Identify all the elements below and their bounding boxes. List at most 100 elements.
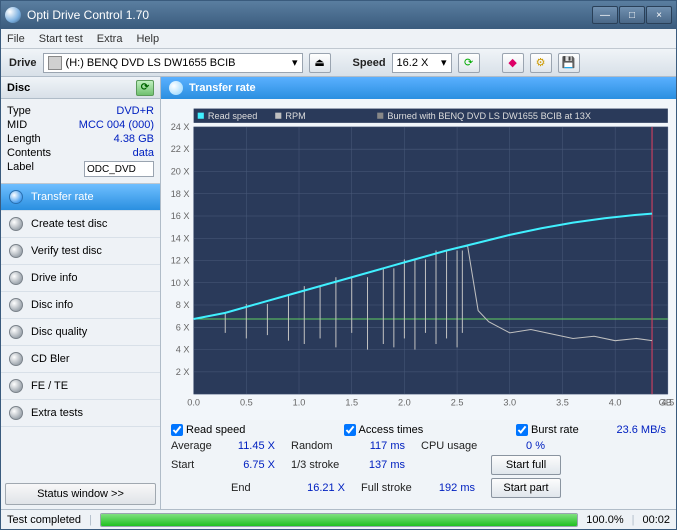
disc-refresh-button[interactable]: ⟳ — [136, 80, 154, 96]
stats-panel: Read speed Access times Burst rate 23.6 … — [161, 420, 676, 509]
nav-drive-info[interactable]: Drive info — [1, 265, 160, 292]
svg-text:2.5: 2.5 — [451, 397, 464, 407]
nav-label: Extra tests — [31, 407, 83, 419]
nav-icon — [9, 217, 23, 231]
svg-text:12 X: 12 X — [171, 256, 190, 266]
nav-icon — [9, 325, 23, 339]
nav-cd-bler[interactable]: CD Bler — [1, 346, 160, 373]
disc-header: Disc ⟳ — [1, 77, 160, 99]
elapsed-time: 00:02 — [642, 514, 670, 526]
stat-value: 11.45 X — [231, 440, 291, 452]
status-text: Test completed — [7, 514, 81, 526]
settings-button[interactable]: ⚙ — [530, 53, 552, 73]
nav-disc-quality[interactable]: Disc quality — [1, 319, 160, 346]
chart-title: Transfer rate — [189, 82, 256, 94]
start-part-button[interactable]: Start part — [491, 478, 561, 498]
nav-icon — [9, 379, 23, 393]
svg-text:4.0: 4.0 — [609, 397, 622, 407]
svg-text:24 X: 24 X — [171, 122, 190, 132]
nav-label: Create test disc — [31, 218, 107, 230]
nav-icon — [9, 406, 23, 420]
menubar: File Start test Extra Help — [1, 29, 676, 49]
app-window: Opti Drive Control 1.70 — □ × File Start… — [0, 0, 677, 530]
erase-button[interactable]: ◆ — [502, 53, 524, 73]
drive-label: Drive — [9, 57, 37, 69]
stat-label: 1/3 stroke — [291, 459, 361, 471]
disc-key: Contents — [7, 147, 51, 159]
maximize-button[interactable]: □ — [619, 6, 645, 24]
svg-text:GB: GB — [659, 397, 672, 407]
status-window-button[interactable]: Status window >> — [5, 483, 156, 505]
svg-text:2.0: 2.0 — [398, 397, 411, 407]
eject-button[interactable]: ⏏ — [309, 53, 331, 73]
disc-value: DVD+R — [116, 105, 154, 117]
refresh-button[interactable]: ⟳ — [458, 53, 480, 73]
toolbar: Drive (H:) BENQ DVD LS DW1655 BCIB ▾ ⏏ S… — [1, 49, 676, 77]
nav-icon — [9, 244, 23, 258]
drive-select[interactable]: (H:) BENQ DVD LS DW1655 BCIB ▾ — [43, 53, 303, 73]
svg-text:Read speed: Read speed — [208, 111, 257, 121]
content: Disc ⟳ TypeDVD+RMIDMCC 004 (000)Length4.… — [1, 77, 676, 509]
svg-text:0.5: 0.5 — [240, 397, 253, 407]
svg-text:20 X: 20 X — [171, 167, 190, 177]
nav-transfer-rate[interactable]: Transfer rate — [1, 184, 160, 211]
stat-label: CPU usage — [421, 440, 491, 452]
speed-label: Speed — [353, 57, 386, 69]
nav-label: FE / TE — [31, 380, 68, 392]
chart-area: 2 X4 X6 X8 X10 X12 X14 X16 X18 X20 X22 X… — [161, 99, 676, 420]
stat-label: End — [231, 482, 291, 494]
stat-value: 117 ms — [361, 440, 421, 452]
nav-extra-tests[interactable]: Extra tests — [1, 400, 160, 427]
nav-fe-te[interactable]: FE / TE — [1, 373, 160, 400]
nav-verify-test-disc[interactable]: Verify test disc — [1, 238, 160, 265]
stat-value: 16.21 X — [291, 482, 361, 494]
svg-text:2 X: 2 X — [176, 367, 190, 377]
chk-read-speed[interactable]: Read speed — [171, 424, 344, 436]
menu-file[interactable]: File — [7, 33, 25, 45]
svg-text:1.0: 1.0 — [293, 397, 306, 407]
nav-label: Disc info — [31, 299, 73, 311]
nav-icon — [9, 190, 23, 204]
svg-text:Burned with BENQ DVD LS DW1655: Burned with BENQ DVD LS DW1655 BCIB at 1… — [387, 111, 591, 121]
main-panel: Transfer rate 2 X4 X6 X8 X10 X12 X14 X16… — [161, 77, 676, 509]
menu-extra[interactable]: Extra — [97, 33, 123, 45]
sidebar: Disc ⟳ TypeDVD+RMIDMCC 004 (000)Length4.… — [1, 77, 161, 509]
svg-text:4 X: 4 X — [176, 345, 190, 355]
nav-icon — [9, 271, 23, 285]
nav-label: Drive info — [31, 272, 77, 284]
chk-access-times[interactable]: Access times — [344, 424, 517, 436]
disc-info: TypeDVD+RMIDMCC 004 (000)Length4.38 GBCo… — [1, 99, 160, 184]
save-button[interactable]: 💾 — [558, 53, 580, 73]
app-icon — [5, 7, 21, 23]
disc-label-input[interactable] — [84, 161, 154, 177]
chk-burst-rate[interactable]: Burst rate — [516, 424, 606, 436]
titlebar: Opti Drive Control 1.70 — □ × — [1, 1, 676, 29]
speed-select[interactable]: 16.2 X ▾ — [392, 53, 452, 73]
stat-label: Average — [171, 440, 231, 452]
drive-value: (H:) BENQ DVD LS DW1655 BCIB — [66, 57, 236, 69]
nav-label: CD Bler — [31, 353, 70, 365]
nav-icon — [9, 352, 23, 366]
menu-start-test[interactable]: Start test — [39, 33, 83, 45]
stat-label: Random — [291, 440, 361, 452]
disc-value: MCC 004 (000) — [79, 119, 154, 131]
svg-text:3.0: 3.0 — [503, 397, 516, 407]
disc-key: Length — [7, 133, 41, 145]
nav: Transfer rate Create test disc Verify test… — [1, 184, 160, 479]
progress-bar — [100, 513, 578, 527]
disc-key: MID — [7, 119, 27, 131]
menu-help[interactable]: Help — [136, 33, 159, 45]
chart: 2 X4 X6 X8 X10 X12 X14 X16 X18 X20 X22 X… — [161, 99, 676, 420]
minimize-button[interactable]: — — [592, 6, 618, 24]
stat-value: 0 % — [491, 440, 561, 452]
svg-text:14 X: 14 X — [171, 233, 190, 243]
stat-value: 192 ms — [421, 482, 491, 494]
stat-value: 137 ms — [361, 459, 421, 471]
close-button[interactable]: × — [646, 6, 672, 24]
svg-text:10 X: 10 X — [171, 278, 190, 288]
statusbar: Test completed | 100.0% | 00:02 — [1, 509, 676, 529]
start-full-button[interactable]: Start full — [491, 455, 561, 475]
disc-header-label: Disc — [7, 82, 30, 94]
nav-disc-info[interactable]: Disc info — [1, 292, 160, 319]
nav-create-test-disc[interactable]: Create test disc — [1, 211, 160, 238]
